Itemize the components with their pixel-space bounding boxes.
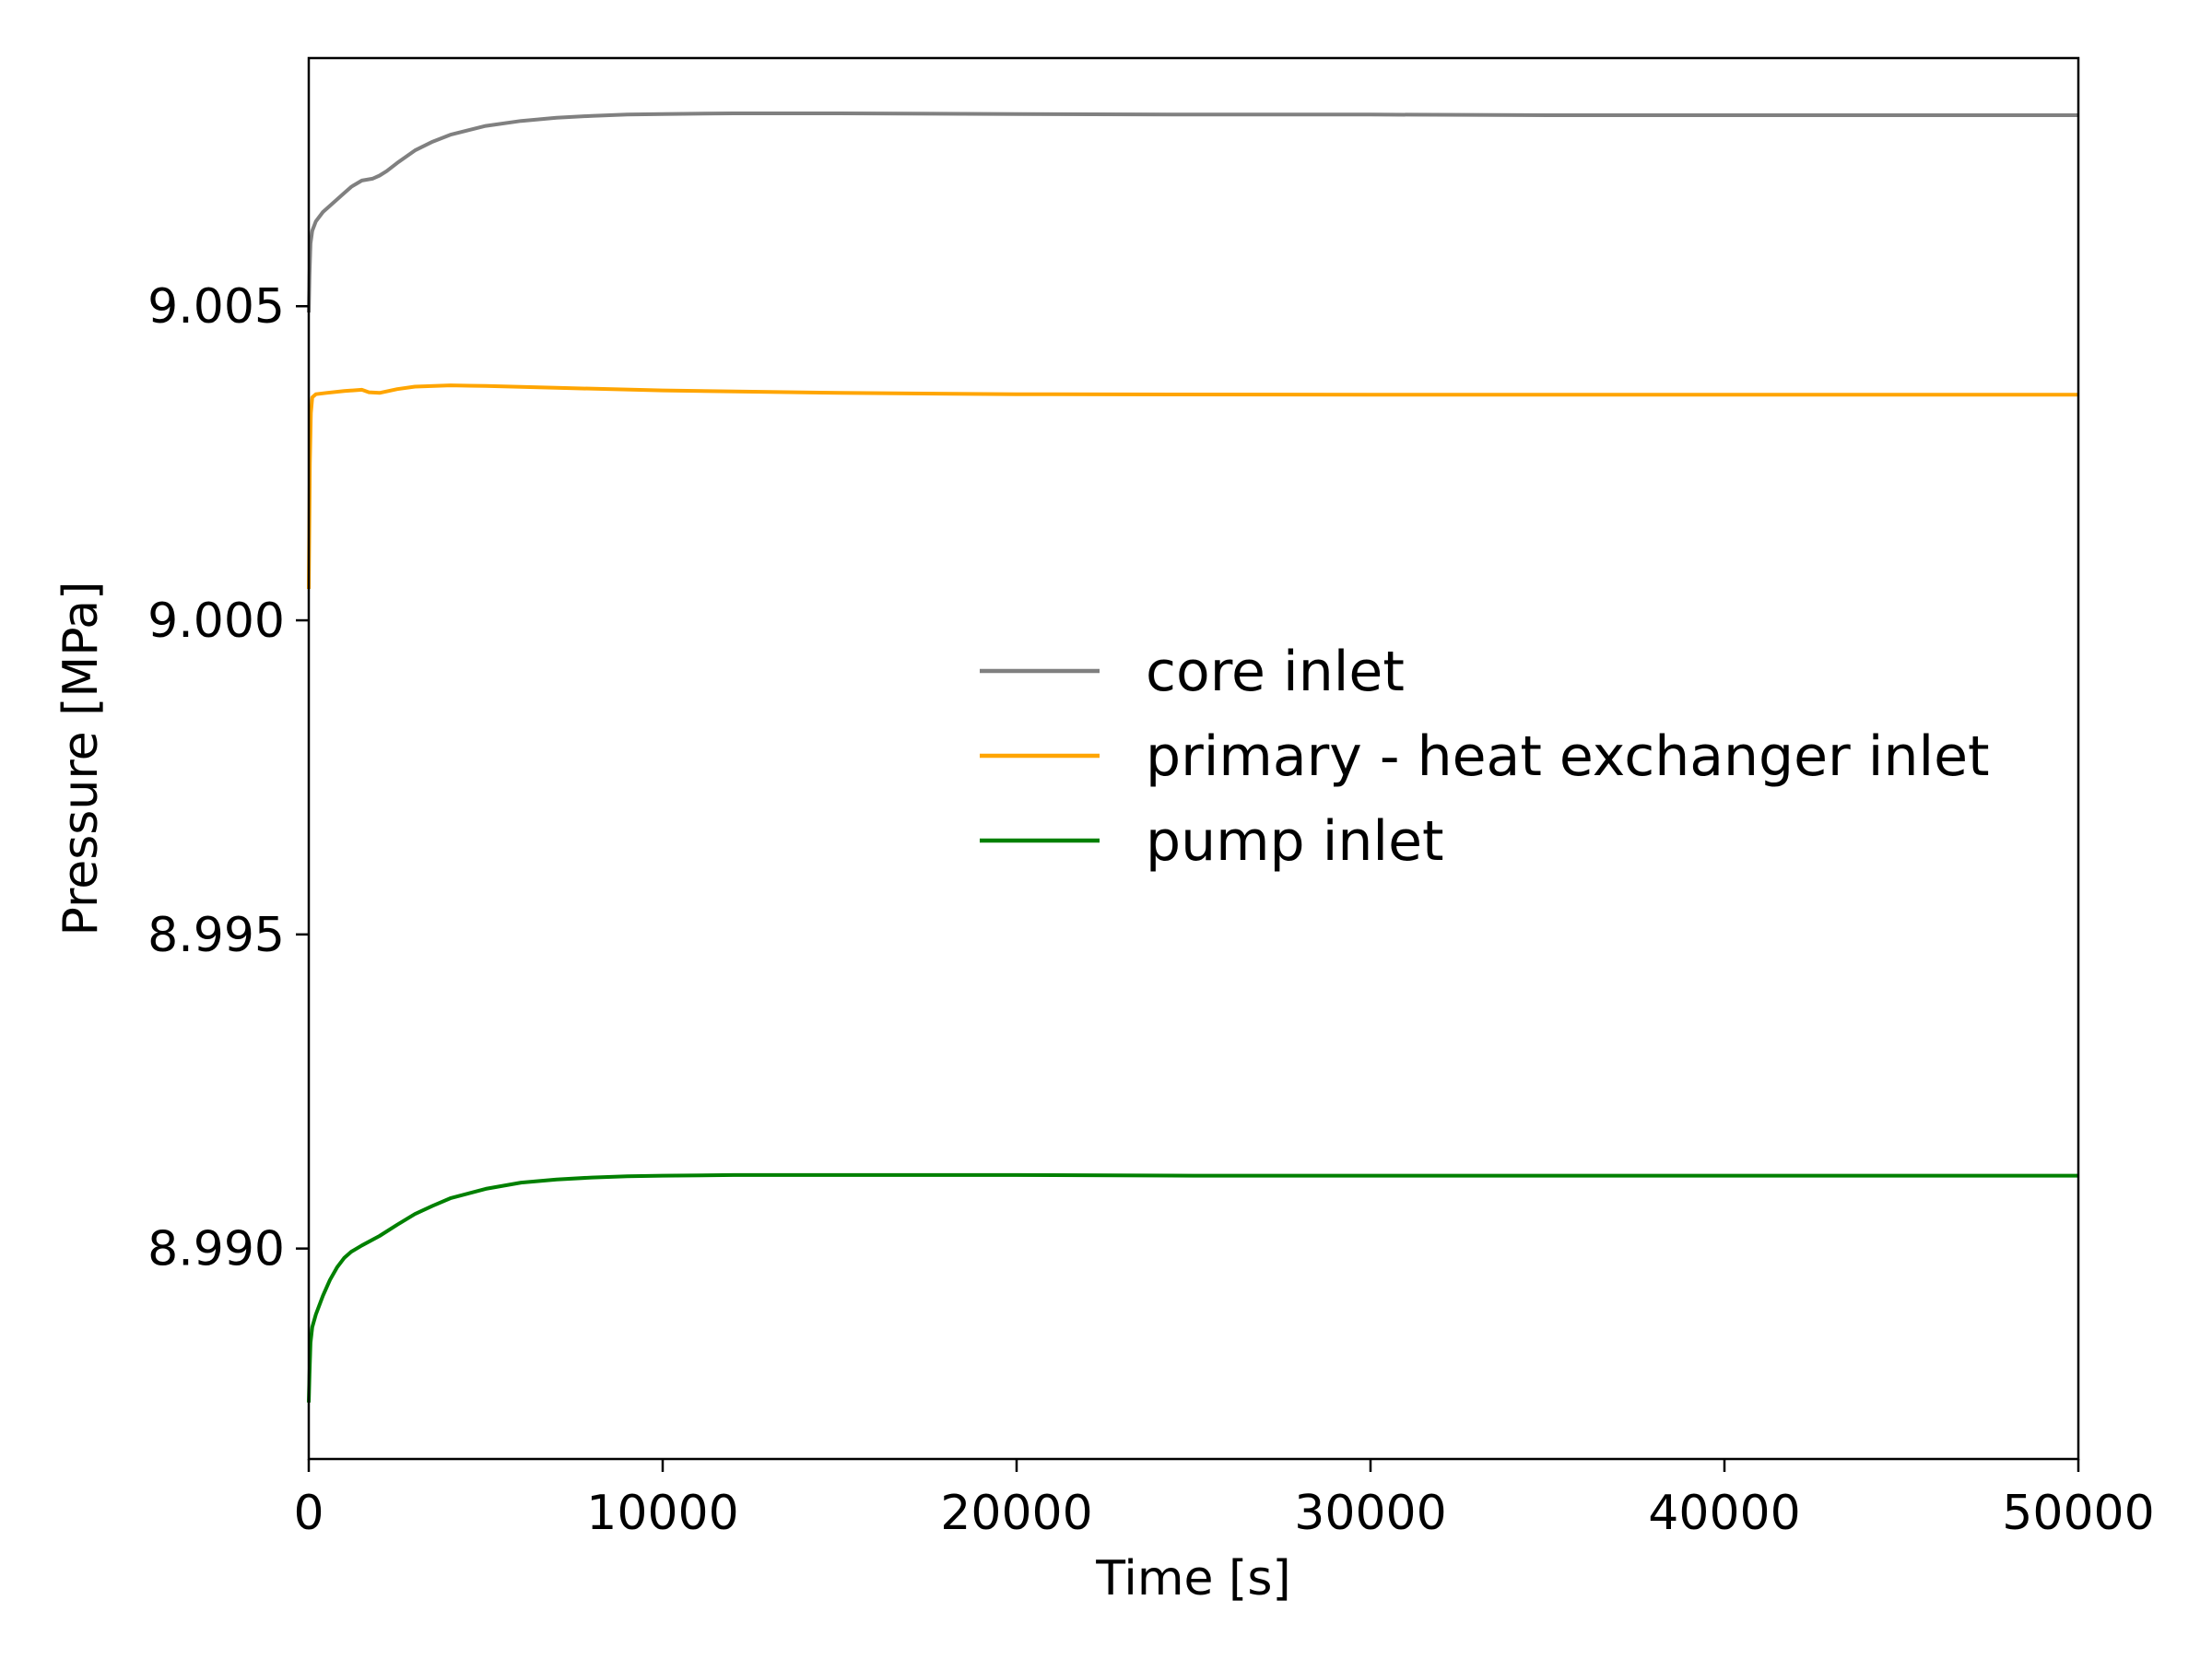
y-tick-label: 9.000 <box>147 594 285 649</box>
y-axis-label: Pressure [MPa] <box>53 582 109 936</box>
x-tick-label: 10000 <box>586 1486 738 1541</box>
x-tick-label: 40000 <box>1648 1486 1800 1541</box>
x-tick-label: 0 <box>293 1486 324 1541</box>
y-tick-label: 9.005 <box>147 279 285 335</box>
y-tick-label: 8.990 <box>147 1222 285 1277</box>
legend-label-1: primary - heat exchanger inlet <box>1146 724 1990 789</box>
series-layer <box>307 112 2078 1403</box>
legend-label-0: core inlet <box>1146 640 1405 704</box>
series-line-0 <box>307 112 2078 313</box>
plot-frame <box>307 56 2080 1461</box>
legend: core inlet primary - heat exchanger inlet… <box>980 640 1990 874</box>
x-tick-label: 30000 <box>1294 1486 1446 1541</box>
x-tick-label: 20000 <box>940 1486 1092 1541</box>
y-axis: 8.990 8.995 9.000 9.005 <box>147 279 309 1277</box>
x-axis: 0 10000 20000 30000 40000 50000 <box>293 1459 2155 1541</box>
x-axis-label: Time [s] <box>1095 1551 1290 1606</box>
legend-label-2: pump inlet <box>1146 809 1444 874</box>
x-tick-label: 50000 <box>2002 1486 2154 1541</box>
series-line-2 <box>307 1172 2078 1403</box>
y-tick-label: 8.995 <box>147 908 285 963</box>
series-line-1 <box>307 383 2078 590</box>
